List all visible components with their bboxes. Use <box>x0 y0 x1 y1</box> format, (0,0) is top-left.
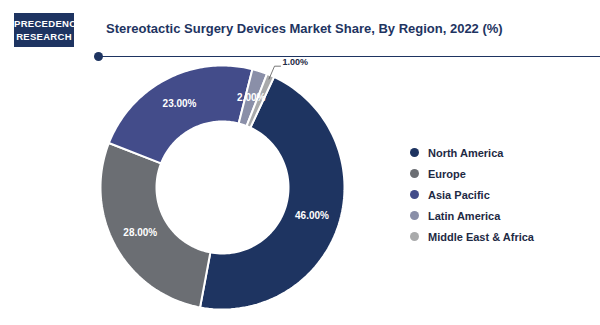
svg-text:23.00%: 23.00% <box>163 98 197 109</box>
svg-text:2.00%: 2.00% <box>237 92 265 103</box>
html-text:Latin America: Latin America <box>428 209 501 222</box>
html-text:Europe: Europe <box>428 167 466 180</box>
svg-text:46.00%: 46.00% <box>295 210 329 221</box>
html-text:Middle East & Africa: Middle East & Africa <box>428 230 534 243</box>
html-text:Asia Pacific: Asia Pacific <box>428 188 490 201</box>
svg-text:1.00%: 1.00% <box>283 57 309 67</box>
html-text:North America: North America <box>428 146 504 159</box>
html-text:PRECEDENCE: PRECEDENCE <box>14 18 83 29</box>
svg-text:28.00%: 28.00% <box>123 227 157 238</box>
html-text:RESEARCH: RESEARCH <box>16 31 72 42</box>
html-text:Stereotactic Surgery Devices M: Stereotactic Surgery Devices Market Shar… <box>106 21 503 36</box>
